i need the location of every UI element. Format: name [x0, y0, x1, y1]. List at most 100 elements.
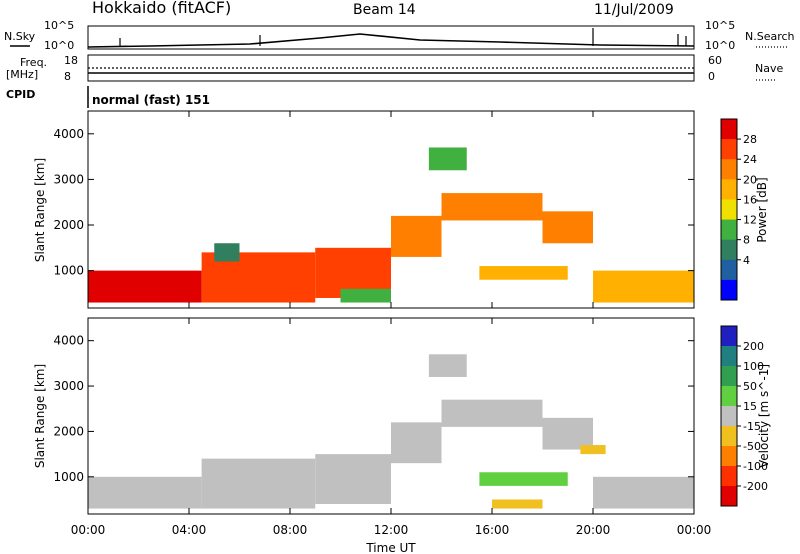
velocity-colorbar-seg-6 [721, 446, 737, 467]
velocity-cell-7 [593, 476, 694, 509]
velocity-colorbar-seg-1 [721, 346, 737, 367]
xtick-label-6: 00:00 [677, 523, 712, 537]
power-ylabel: Slant Range [km] [33, 158, 47, 262]
velocity-colorbar-seg-2 [721, 366, 737, 387]
velocity-ytick-label-0: 1000 [53, 470, 84, 484]
power-colorbar-seg-4 [721, 199, 737, 221]
velocity-colorbar-label-5: -50 [743, 440, 761, 453]
power-colorbar-seg-1 [721, 139, 737, 160]
nsky-trace [87, 33, 695, 48]
velocity-data-layer [88, 354, 694, 509]
velocity-cell-4 [441, 399, 543, 427]
velocity-colorbar-seg-5 [721, 426, 737, 447]
velocity-ylabel: Slant Range [km] [33, 364, 47, 468]
power-colorbar-label-0: 28 [743, 133, 757, 146]
velocity-colorbar-label-7: -200 [743, 480, 768, 493]
power-colorbar-label-6: 4 [743, 254, 750, 267]
power-colorbar: 28 24 20 16 12 8 4 [720, 118, 757, 301]
power-colorbar-seg-0 [721, 119, 737, 140]
xtick-label-4: 16:00 [475, 523, 510, 537]
nsky-tick-bottom: 10^0 [44, 39, 74, 52]
power-ytick-label-1: 2000 [53, 218, 84, 232]
nave-tick-bottom: 0 [708, 70, 715, 83]
power-colorbar-seg-6 [721, 239, 737, 261]
nsearch-tick-bottom: 10^0 [705, 39, 735, 52]
freq-label-1: Freq. [20, 56, 47, 69]
velocity-cell-5 [542, 417, 593, 450]
power-colorbar-label-5: 8 [743, 234, 750, 247]
velocity-ytick-label-1: 2000 [53, 424, 84, 438]
beam-title: Beam 14 [353, 2, 416, 18]
power-colorbar-label: Power [dB] [755, 177, 769, 242]
xtick-label-3: 12:00 [374, 523, 409, 537]
cpid-label: CPID [6, 88, 35, 101]
velocity-cell-1 [201, 458, 316, 509]
velocity-colorbar-label-2: 50 [743, 380, 757, 393]
power-cell-7 [593, 270, 694, 303]
power-data-layer [88, 147, 694, 303]
nsearch-label: N.Search [745, 30, 795, 43]
xtick-label-2: 08:00 [273, 523, 308, 537]
xlabel: Time UT [365, 541, 416, 554]
freq-tick-top: 18 [64, 54, 78, 67]
nsky-strip-frame [87, 25, 695, 50]
nsky-tick-top: 10^5 [44, 19, 74, 32]
nsky-spikes [119, 28, 687, 46]
power-colorbar-seg-5 [721, 219, 737, 241]
power-ytick-label-2: 3000 [53, 172, 84, 186]
velocity-cell-10 [580, 445, 606, 455]
power-colorbar-seg-2 [721, 159, 737, 180]
velocity-colorbar-label-6: -100 [743, 460, 768, 473]
xtick-label-0: 00:00 [71, 523, 106, 537]
time-x-axis: 00:00 04:00 08:00 12:00 16:00 20:00 00:00 [71, 111, 712, 537]
date-title: 11/Jul/2009 [594, 2, 674, 18]
power-cell-5 [542, 211, 593, 244]
velocity-colorbar-frame [720, 325, 738, 507]
nsearch-tick-top: 10^5 [705, 19, 735, 32]
nave-label: Nave [755, 62, 783, 75]
nsky-label: N.Sky [4, 30, 36, 43]
power-y-axis: 1000 2000 3000 4000 [53, 127, 694, 278]
power-cell-6 [479, 266, 568, 280]
velocity-cell-3 [391, 422, 442, 464]
power-cell-0 [88, 270, 202, 303]
power-colorbar-frame [720, 118, 738, 301]
velocity-colorbar-seg-8 [721, 486, 737, 507]
nave-tick-top: 60 [708, 54, 722, 67]
velocity-colorbar-seg-3 [721, 386, 737, 407]
freq-label-2: [MHz] [6, 68, 38, 81]
velocity-colorbar-seg-4 [721, 406, 737, 427]
velocity-colorbar-seg-7 [721, 466, 737, 487]
power-colorbar-seg-7 [721, 259, 737, 281]
velocity-colorbar-seg-0 [721, 326, 737, 347]
power-cell-4 [441, 193, 543, 221]
power-colorbar-label-4: 12 [743, 214, 757, 227]
velocity-colorbar-label-1: 100 [743, 360, 764, 373]
velocity-colorbar-label-4: -15 [743, 420, 761, 433]
power-colorbar-seg-3 [721, 179, 737, 200]
power-ytick-label-0: 1000 [53, 264, 84, 278]
velocity-colorbar: 200 100 50 15 -15 -50 -100 -200 [720, 325, 768, 507]
freq-strip-frame [87, 54, 695, 82]
power-cell-8 [428, 147, 467, 171]
power-cell-10 [340, 288, 391, 303]
station-title: Hokkaido (fitACF) [92, 0, 231, 17]
velocity-cell-8 [428, 354, 467, 377]
xtick-label-1: 04:00 [172, 523, 207, 537]
power-colorbar-label-2: 20 [743, 173, 757, 186]
velocity-ytick-label-3: 4000 [53, 334, 84, 348]
velocity-colorbar-label-0: 200 [743, 340, 764, 353]
freq-tick-bottom: 8 [64, 70, 71, 83]
power-cell-3 [391, 215, 442, 257]
velocity-cell-6 [479, 472, 568, 486]
velocity-cell-2 [315, 454, 391, 505]
velocity-colorbar-label: Velocity [m s^-1] [757, 364, 771, 468]
power-cell-9 [214, 243, 240, 262]
power-colorbar-seg-8 [721, 279, 737, 301]
power-ytick-label-3: 4000 [53, 127, 84, 141]
power-colorbar-label-3: 16 [743, 193, 757, 206]
xtick-label-5: 20:00 [576, 523, 611, 537]
velocity-y-axis: 1000 2000 3000 4000 [53, 334, 694, 484]
